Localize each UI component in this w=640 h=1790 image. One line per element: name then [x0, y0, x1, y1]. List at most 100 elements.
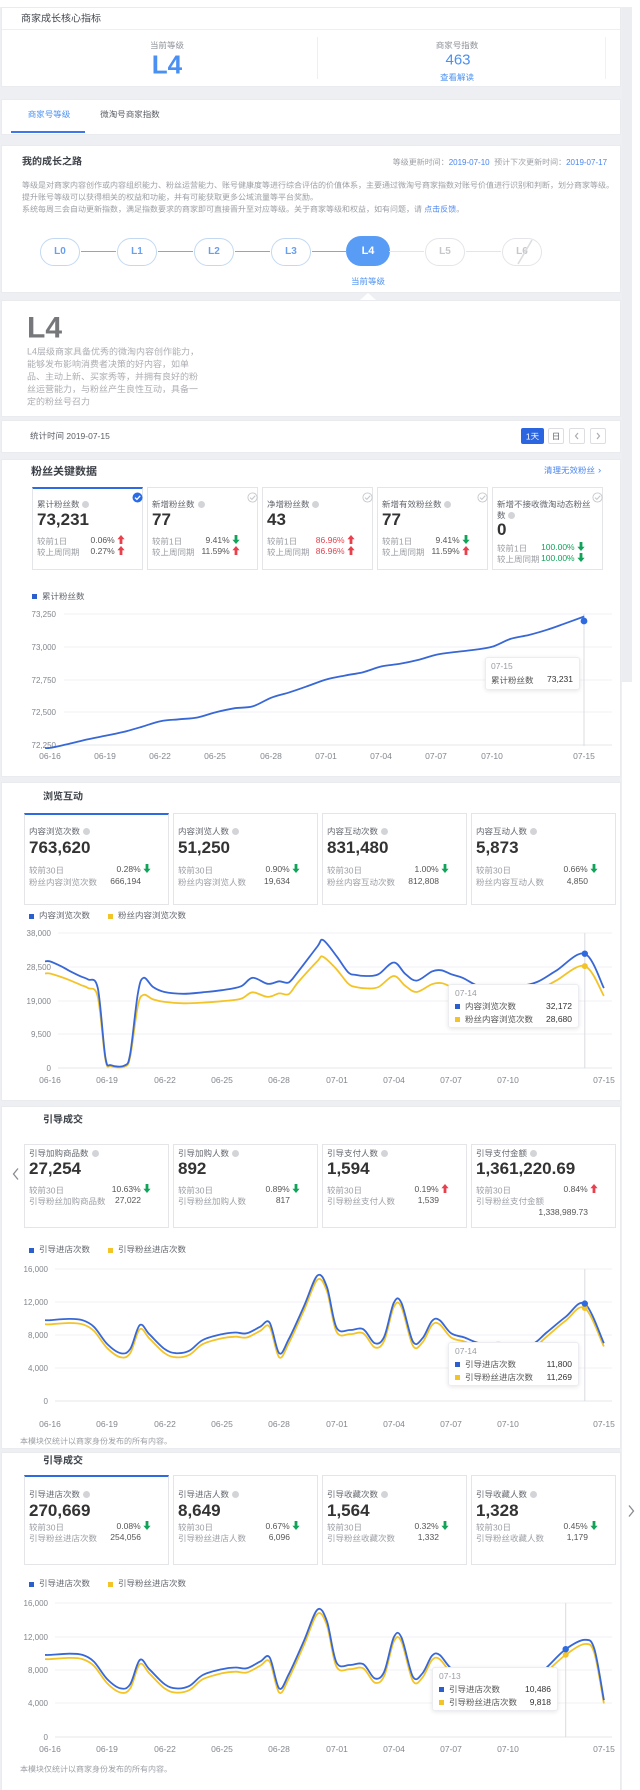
svg-text:9,500: 9,500 — [31, 1030, 52, 1039]
svg-text:07-04: 07-04 — [383, 1744, 405, 1754]
svg-text:06-22: 06-22 — [149, 751, 171, 761]
svg-text:463: 463 — [446, 52, 471, 69]
svg-text:73,000: 73,000 — [32, 643, 57, 652]
svg-text:73,250: 73,250 — [32, 610, 57, 619]
svg-text:72,250: 72,250 — [32, 741, 57, 750]
svg-text:763,620: 763,620 — [29, 838, 90, 857]
svg-text:12,000: 12,000 — [24, 1298, 49, 1307]
svg-text:72,500: 72,500 — [32, 708, 57, 717]
svg-text:4,000: 4,000 — [28, 1364, 49, 1373]
svg-text:30: 30 — [195, 1185, 205, 1195]
svg-text:30: 30 — [46, 1185, 56, 1195]
svg-text:06-22: 06-22 — [154, 1075, 176, 1085]
svg-text:5,873: 5,873 — [476, 838, 519, 857]
svg-text:1: 1 — [399, 536, 404, 546]
svg-text:06-28: 06-28 — [268, 1744, 290, 1754]
svg-text:831,480: 831,480 — [327, 838, 388, 857]
svg-text:73,231: 73,231 — [37, 510, 89, 529]
svg-text:1: 1 — [514, 543, 519, 553]
svg-text:8,000: 8,000 — [28, 1666, 49, 1675]
svg-text:1: 1 — [169, 536, 174, 546]
svg-text:07-01: 07-01 — [326, 1075, 348, 1085]
svg-text:30: 30 — [493, 865, 503, 875]
svg-text:19,000: 19,000 — [27, 997, 52, 1006]
svg-text:06-25: 06-25 — [211, 1744, 233, 1754]
svg-text:06-25: 06-25 — [211, 1419, 233, 1429]
svg-text:1,328: 1,328 — [476, 1501, 519, 1520]
svg-text:51,250: 51,250 — [178, 838, 230, 857]
svg-text:07-07: 07-07 — [440, 1075, 462, 1085]
svg-text:43: 43 — [267, 510, 286, 529]
svg-text:30: 30 — [344, 1522, 354, 1532]
svg-text:06-25: 06-25 — [211, 1075, 233, 1085]
svg-text:1: 1 — [54, 536, 59, 546]
svg-text:07-01: 07-01 — [326, 1744, 348, 1754]
svg-text:38,000: 38,000 — [27, 929, 52, 938]
svg-text:07-07: 07-07 — [440, 1744, 462, 1754]
svg-text:4,000: 4,000 — [28, 1699, 49, 1708]
svg-text:30: 30 — [493, 1185, 503, 1195]
svg-text:1,564: 1,564 — [327, 1501, 370, 1520]
svg-text:07-01: 07-01 — [315, 751, 337, 761]
svg-text:77: 77 — [382, 510, 401, 529]
svg-text:77: 77 — [152, 510, 171, 529]
svg-text:07-07: 07-07 — [425, 751, 447, 761]
svg-text:06-28: 06-28 — [260, 751, 282, 761]
svg-text:06-25: 06-25 — [204, 751, 226, 761]
svg-text:2019-07-10: 2019-07-10 — [449, 158, 490, 167]
svg-text:30: 30 — [195, 865, 205, 875]
svg-text:07-10: 07-10 — [481, 751, 503, 761]
svg-text:30: 30 — [344, 865, 354, 875]
svg-text:06-16: 06-16 — [39, 1419, 61, 1429]
svg-text:07-01: 07-01 — [326, 1419, 348, 1429]
svg-text:30: 30 — [195, 1522, 205, 1532]
svg-text:06-19: 06-19 — [96, 1075, 118, 1085]
svg-text:16,000: 16,000 — [24, 1599, 49, 1608]
svg-text:07-10: 07-10 — [497, 1419, 519, 1429]
svg-text:07-15: 07-15 — [593, 1744, 615, 1754]
svg-text:06-22: 06-22 — [154, 1744, 176, 1754]
svg-text:07-10: 07-10 — [497, 1075, 519, 1085]
svg-text:06-19: 06-19 — [96, 1419, 118, 1429]
svg-text:06-19: 06-19 — [96, 1744, 118, 1754]
svg-text:07-07: 07-07 — [440, 1419, 462, 1429]
svg-text:16,000: 16,000 — [24, 1265, 49, 1274]
svg-text:0: 0 — [47, 1064, 52, 1073]
svg-text:30: 30 — [493, 1522, 503, 1532]
svg-text:270,669: 270,669 — [29, 1501, 90, 1520]
svg-text:06-28: 06-28 — [268, 1075, 290, 1085]
svg-text:06-19: 06-19 — [94, 751, 116, 761]
svg-text:892: 892 — [178, 1159, 206, 1178]
svg-text:2019-07-17: 2019-07-17 — [566, 158, 607, 167]
svg-text:30: 30 — [344, 1185, 354, 1195]
svg-text:06-16: 06-16 — [39, 1744, 61, 1754]
svg-text:0: 0 — [497, 520, 506, 539]
svg-text:0: 0 — [44, 1733, 49, 1742]
svg-text:1: 1 — [284, 536, 289, 546]
svg-text:0: 0 — [44, 1397, 49, 1406]
svg-text:07-15: 07-15 — [573, 751, 595, 761]
svg-text:07-04: 07-04 — [370, 751, 392, 761]
svg-text:07-15: 07-15 — [593, 1075, 615, 1085]
svg-text:27,254: 27,254 — [29, 1159, 82, 1178]
svg-text:07-04: 07-04 — [383, 1075, 405, 1085]
svg-text:8,000: 8,000 — [28, 1331, 49, 1340]
svg-text:L4: L4 — [152, 50, 183, 80]
svg-text:L4: L4 — [27, 312, 62, 345]
svg-text:28,500: 28,500 — [27, 963, 52, 972]
svg-text:30: 30 — [46, 1522, 56, 1532]
svg-text:06-16: 06-16 — [39, 751, 61, 761]
svg-text:07-15: 07-15 — [593, 1419, 615, 1429]
svg-text:1,361,220.69: 1,361,220.69 — [476, 1159, 575, 1178]
svg-text:07-04: 07-04 — [383, 1419, 405, 1429]
svg-text:72,750: 72,750 — [32, 676, 57, 685]
svg-text:30: 30 — [46, 865, 56, 875]
svg-text:06-22: 06-22 — [154, 1419, 176, 1429]
svg-text:2019-07-15: 2019-07-15 — [64, 431, 110, 441]
svg-text:L4: L4 — [27, 347, 37, 357]
svg-text:12,000: 12,000 — [24, 1633, 49, 1642]
svg-text:8,649: 8,649 — [178, 1501, 221, 1520]
svg-text:1: 1 — [526, 431, 531, 441]
svg-text:06-16: 06-16 — [39, 1075, 61, 1085]
svg-text:07-10: 07-10 — [497, 1744, 519, 1754]
